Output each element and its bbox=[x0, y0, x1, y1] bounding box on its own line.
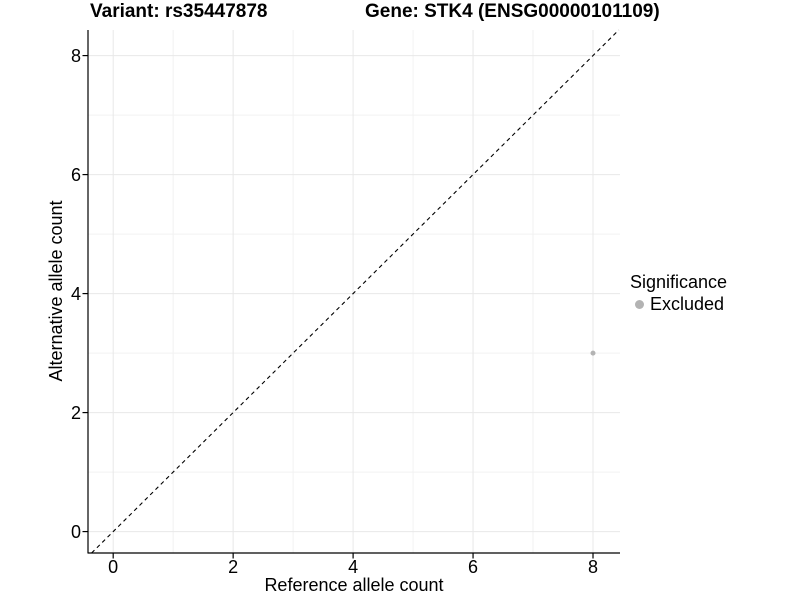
y-tick-label: 8 bbox=[70, 45, 81, 66]
legend-item-label: Excluded bbox=[650, 294, 725, 314]
x-tick-label: 8 bbox=[587, 557, 598, 577]
x-tick-label: 2 bbox=[228, 557, 239, 577]
y-tick-label: 4 bbox=[70, 283, 81, 304]
plot-title-gene: Gene: STK4 (ENSG00000101109) bbox=[365, 1, 660, 22]
y-tick-label: 2 bbox=[70, 402, 81, 423]
plot-title-variant: Variant: rs35447878 bbox=[90, 1, 268, 22]
legend-item-excluded: Excluded bbox=[630, 293, 727, 315]
legend: Significance Excluded bbox=[630, 271, 727, 315]
x-tick-label: 4 bbox=[348, 557, 359, 577]
y-tick-label: 0 bbox=[70, 521, 81, 542]
identity-line bbox=[91, 29, 620, 554]
data-point bbox=[590, 350, 596, 356]
excluded-point-icon bbox=[635, 299, 644, 309]
y-axis-title: Alternative allele count bbox=[46, 200, 66, 382]
x-axis-title: Reference allele count bbox=[264, 575, 444, 595]
legend-title: Significance bbox=[630, 272, 728, 292]
x-tick-label: 0 bbox=[108, 557, 119, 577]
x-tick-label: 6 bbox=[468, 557, 479, 577]
y-tick-label: 6 bbox=[70, 164, 81, 185]
